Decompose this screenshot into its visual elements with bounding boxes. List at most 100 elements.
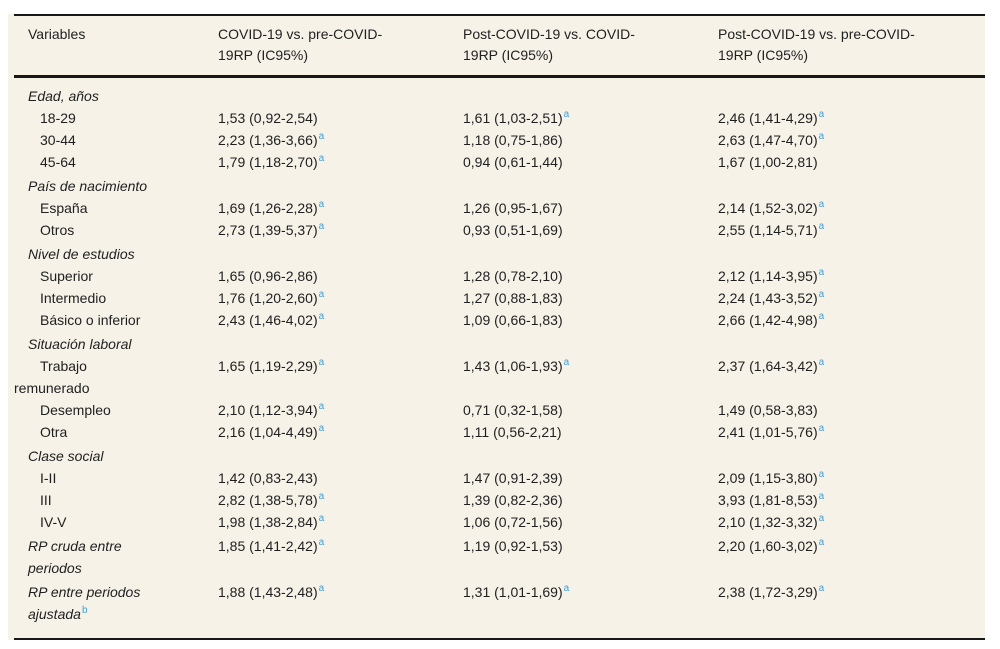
footnote-marker-a: a [818, 423, 825, 435]
value-cell [463, 241, 718, 265]
estimate-value: 1,06 (0,72-1,56) [463, 514, 563, 530]
variable-label: Básico o inferior [40, 312, 141, 328]
footnote-marker-a: a [818, 513, 825, 525]
variable-label: I-II [40, 470, 57, 486]
estimate-value: 2,66 (1,42-4,98) [718, 312, 818, 328]
estimate-value: 0,93 (0,51-1,69) [463, 222, 563, 238]
value-cell: 2,10 (1,12-3,94)a [218, 399, 463, 421]
value-cell: 2,12 (1,14-3,95)a [718, 265, 985, 287]
value-cell [718, 241, 985, 265]
estimate-value: 1,09 (0,66-1,83) [463, 312, 563, 328]
variable-label: 30-44 [40, 132, 76, 148]
variable-label: Intermedio [40, 290, 107, 306]
footnote-marker-a: a [318, 131, 325, 143]
variable-cell: Otra [14, 421, 218, 443]
table-row: III 2,82 (1,38-5,78)a 1,39 (0,82-2,36) 3,93… [14, 489, 985, 511]
variable-cell: Básico o inferior [14, 309, 218, 331]
value-cell: 1,26 (0,95-1,67) [463, 197, 718, 219]
footnote-marker-a: a [563, 109, 570, 121]
variable-cell: 45-64 [14, 151, 218, 173]
variable-cell: Edad, años [14, 77, 218, 108]
section-row: Situación laboral [14, 331, 985, 355]
variable-label: Nivel de estudios [28, 246, 135, 262]
table-header-row: Variables COVID-19 vs. pre-COVID- 19RP (… [14, 15, 985, 77]
table-row: 30-44 2,23 (1,36-3,66)a 1,18 (0,75-1,86) 2,… [14, 129, 985, 151]
variable-label: Desempleo [40, 402, 111, 418]
estimate-value: 1,85 (1,41-2,42) [218, 538, 318, 554]
variable-cell: Situación laboral [14, 331, 218, 355]
summary-row: RP entre periodos ajustadab 1,88 (1,43-2,… [14, 579, 985, 639]
value-cell: 2,41 (1,01-5,76)a [718, 421, 985, 443]
value-cell [718, 331, 985, 355]
variable-label: Trabajo remunerado [14, 358, 90, 396]
value-cell: 2,14 (1,52-3,02)a [718, 197, 985, 219]
footnote-marker-a: a [318, 289, 325, 301]
estimate-value: 1,18 (0,75-1,86) [463, 132, 563, 148]
estimate-value: 1,49 (0,58-3,83) [718, 402, 818, 418]
value-cell: 1,43 (1,06-1,93)a [463, 355, 718, 399]
estimate-value: 1,26 (0,95-1,67) [463, 200, 563, 216]
footnote-marker-a: a [818, 357, 825, 369]
estimate-value: 2,43 (1,46-4,02) [218, 312, 318, 328]
estimate-value: 0,94 (0,61-1,44) [463, 154, 563, 170]
estimate-value: 1,27 (0,88-1,83) [463, 290, 563, 306]
variable-cell: RP entre periodos ajustadab [14, 579, 218, 639]
value-cell: 2,37 (1,64-3,42)a [718, 355, 985, 399]
variable-label: Otros [40, 222, 75, 238]
estimate-value: 1,43 (1,06-1,93) [463, 358, 563, 374]
estimate-value: 2,23 (1,36-3,66) [218, 132, 318, 148]
value-cell: 1,65 (1,19-2,29)a [218, 355, 463, 399]
value-cell: 1,06 (0,72-1,56) [463, 511, 718, 533]
value-cell: 2,38 (1,72-3,29)a [718, 579, 985, 639]
value-cell: 2,63 (1,47-4,70)a [718, 129, 985, 151]
variable-label: Otra [40, 424, 68, 440]
table-row: España 1,69 (1,26-2,28)a 1,26 (0,95-1,67) 2… [14, 197, 985, 219]
estimate-value: 1,69 (1,26-2,28) [218, 200, 318, 216]
column-header-variables: Variables [28, 26, 86, 42]
variable-cell: IV-V [14, 511, 218, 533]
footnote-marker-a: a [318, 153, 325, 165]
value-cell: 0,93 (0,51-1,69) [463, 219, 718, 241]
estimate-value: 1,53 (0,92-2,54) [218, 110, 318, 126]
value-cell [463, 173, 718, 197]
table-row: Otra 2,16 (1,04-4,49)a 1,11 (0,56-2,21) 2,4… [14, 421, 985, 443]
variable-label: 45-64 [40, 154, 76, 170]
table-row: Desempleo 2,10 (1,12-3,94)a 0,71 (0,32-1,5… [14, 399, 985, 421]
summary-row: RP cruda entre periodos 1,85 (1,41-2,42)a… [14, 533, 985, 579]
variable-cell: Nivel de estudios [14, 241, 218, 265]
section-row: Nivel de estudios [14, 241, 985, 265]
estimate-value: 2,55 (1,14-5,71) [718, 222, 818, 238]
value-cell: 1,42 (0,83-2,43) [218, 467, 463, 489]
estimate-value: 1,19 (0,92-1,53) [463, 538, 563, 554]
footnote-marker-a: a [818, 199, 825, 211]
value-cell: 2,09 (1,15-3,80)a [718, 467, 985, 489]
value-cell: 1,27 (0,88-1,83) [463, 287, 718, 309]
footnote-marker-a: a [818, 221, 825, 233]
footnote-marker-a: a [818, 267, 825, 279]
value-cell: 1,85 (1,41-2,42)a [218, 533, 463, 579]
footnote-marker-a: a [318, 491, 325, 503]
variable-label: IV-V [40, 514, 67, 530]
variable-cell: RP cruda entre periodos [14, 533, 218, 579]
value-cell: 2,55 (1,14-5,71)a [718, 219, 985, 241]
value-cell: 0,94 (0,61-1,44) [463, 151, 718, 173]
value-cell [463, 443, 718, 467]
estimate-value: 2,46 (1,41-4,29) [718, 110, 818, 126]
value-cell: 2,16 (1,04-4,49)a [218, 421, 463, 443]
value-cell: 2,46 (1,41-4,29)a [718, 107, 985, 129]
variable-cell: 18-29 [14, 107, 218, 129]
value-cell: 0,71 (0,32-1,58) [463, 399, 718, 421]
value-cell: 1,79 (1,18-2,70)a [218, 151, 463, 173]
estimate-value: 0,71 (0,32-1,58) [463, 402, 563, 418]
section-row: Clase social [14, 443, 985, 467]
table-row: Intermedio 1,76 (1,20-2,60)a 1,27 (0,88-1,… [14, 287, 985, 309]
value-cell: 2,24 (1,43-3,52)a [718, 287, 985, 309]
estimate-value: 1,65 (1,19-2,29) [218, 358, 318, 374]
variable-cell: Otros [14, 219, 218, 241]
value-cell: 2,66 (1,42-4,98)a [718, 309, 985, 331]
estimate-value: 3,93 (1,81-8,53) [718, 492, 818, 508]
variable-cell: País de nacimiento [14, 173, 218, 197]
variable-cell: Superior [14, 265, 218, 287]
estimate-value: 2,41 (1,01-5,76) [718, 424, 818, 440]
estimate-value: 2,63 (1,47-4,70) [718, 132, 818, 148]
